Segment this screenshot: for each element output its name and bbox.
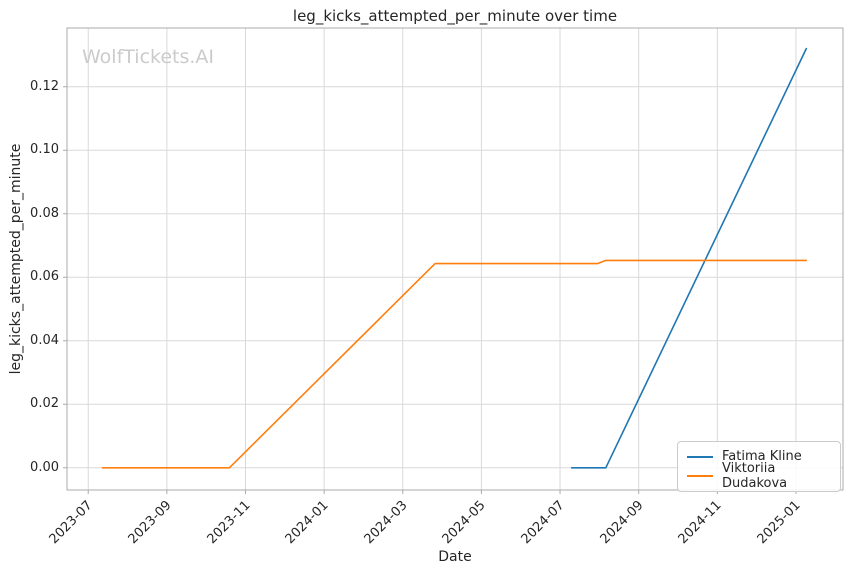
plot-border [66, 27, 844, 491]
watermark: WolfTickets.AI [82, 46, 215, 68]
legend-line-viktoriia-dudakova [687, 474, 713, 477]
y-tick-label: 0.06 [30, 269, 59, 285]
legend-label-fatima-kline: Fatima Kline [722, 449, 802, 464]
legend: Fatima Kline Viktoriia Dudakova [677, 441, 841, 492]
y-tick-label: 0.02 [30, 396, 59, 412]
y-tick-label: 0.04 [30, 332, 59, 348]
chart-title: leg_kicks_attempted_per_minute over time [292, 7, 618, 25]
legend-label-viktoriia-dudakova: Viktoriia Dudakova [722, 460, 788, 491]
legend-entry-fatima-kline: Fatima Kline [687, 447, 831, 466]
y-tick-label: 0.12 [30, 78, 59, 94]
y-tick-label: 0.10 [30, 142, 59, 158]
legend-line-fatima-kline [687, 455, 713, 458]
series-line-viktoriia-dudakova [101, 259, 808, 469]
y-tick-label: 0.00 [30, 459, 59, 475]
x-axis-label: Date [438, 549, 472, 565]
series-line-fatima-kline [570, 47, 808, 469]
y-tick-label: 0.08 [30, 205, 59, 221]
legend-entry-viktoriia-dudakova: Viktoriia Dudakova [687, 461, 831, 491]
